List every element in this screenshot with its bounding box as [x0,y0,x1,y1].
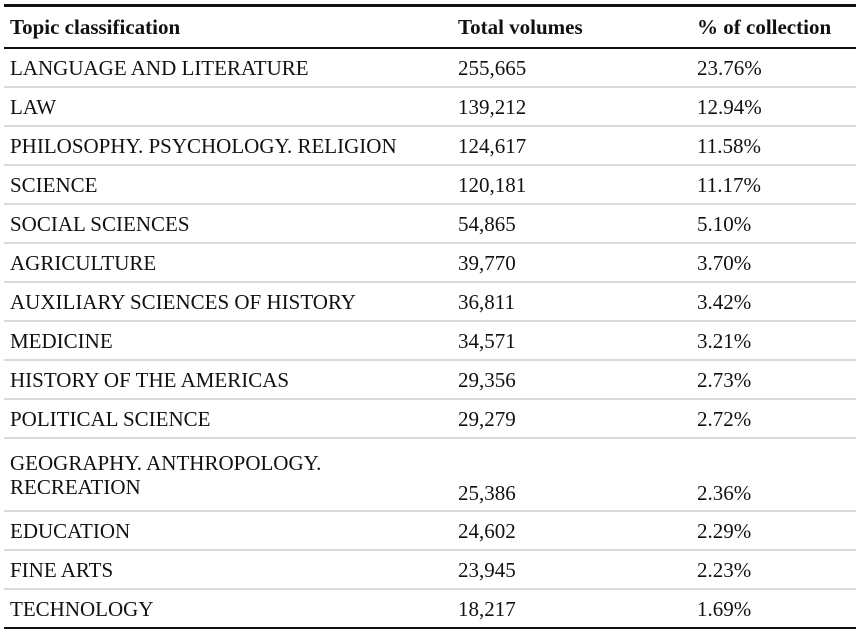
cell-volumes: 29,279 [458,406,516,431]
table-row: EDUCATION 24,602 2.29% [4,511,856,550]
header-percent-of-collection: % of collection [697,14,832,39]
cell-topic: AUXILIARY SCIENCES OF HISTORY [10,289,356,314]
header-row: Topic classification Total volumes % of … [4,5,856,48]
table-header: Topic classification Total volumes % of … [4,5,856,48]
cell-topic: LAW [10,94,57,119]
cell-topic: PHILOSOPHY. PSYCHOLOGY. RELIGION [10,133,397,158]
cell-percent: 2.29% [697,518,752,543]
cell-topic: TECHNOLOGY [10,596,154,621]
cell-percent: 2.72% [697,406,752,431]
cell-volumes: 25,386 [458,481,516,505]
table-row: GEOGRAPHY. ANTHROPOLOGY. RECREATION 25,3… [4,438,856,511]
cell-topic: MEDICINE [10,328,113,353]
table-row: SCIENCE 120,181 11.17% [4,165,856,204]
cell-percent: 3.42% [697,289,752,314]
header-topic: Topic classification [10,14,181,39]
table-row: HISTORY OF THE AMERICAS 29,356 2.73% [4,360,856,399]
cell-percent: 2.23% [697,557,752,582]
table-row: PHILOSOPHY. PSYCHOLOGY. RELIGION 124,617… [4,126,856,165]
cell-topic: AGRICULTURE [10,250,157,275]
cell-volumes: 54,865 [458,211,516,236]
cell-volumes: 29,356 [458,367,516,392]
collection-table: Topic classification Total volumes % of … [4,4,856,629]
cell-topic: POLITICAL SCIENCE [10,406,211,431]
table-row: FINE ARTS 23,945 2.23% [4,550,856,589]
cell-volumes: 39,770 [458,250,516,275]
table-row: AGRICULTURE 39,770 3.70% [4,243,856,282]
cell-percent: 12.94% [697,94,762,119]
cell-percent: 1.69% [697,596,752,621]
cell-percent: 2.36% [697,481,752,505]
cell-percent: 11.17% [697,172,761,197]
cell-percent: 23.76% [697,55,762,80]
cell-topic: EDUCATION [10,518,131,543]
cell-topic: SCIENCE [10,172,98,197]
cell-volumes: 23,945 [458,557,516,582]
cell-volumes: 34,571 [458,328,516,353]
table-row: SOCIAL SCIENCES 54,865 5.10% [4,204,856,243]
cell-percent: 11.58% [697,133,761,158]
table-row: LAW 139,212 12.94% [4,87,856,126]
table-row: MEDICINE 34,571 3.21% [4,321,856,360]
cell-topic: LANGUAGE AND LITERATURE [10,55,309,80]
table-body: LANGUAGE AND LITERATURE 255,665 23.76% L… [4,48,856,628]
cell-topic: SOCIAL SCIENCES [10,211,190,236]
table-row: POLITICAL SCIENCE 29,279 2.72% [4,399,856,438]
cell-percent: 2.73% [697,367,752,392]
cell-topic: FINE ARTS [10,557,114,582]
cell-volumes: 120,181 [458,172,527,197]
cell-percent: 3.21% [697,328,752,353]
cell-topic: GEOGRAPHY. ANTHROPOLOGY. RECREATION [10,450,322,499]
cell-topic: HISTORY OF THE AMERICAS [10,367,290,392]
cell-percent: 5.10% [697,211,752,236]
cell-volumes: 255,665 [458,55,527,80]
header-total-volumes: Total volumes [458,14,583,39]
cell-volumes: 18,217 [458,596,516,621]
table-row: LANGUAGE AND LITERATURE 255,665 23.76% [4,48,856,87]
cell-volumes: 139,212 [458,94,527,119]
cell-volumes: 36,811 [458,289,515,314]
cell-volumes: 124,617 [458,133,527,158]
cell-volumes: 24,602 [458,518,516,543]
cell-percent: 3.70% [697,250,752,275]
table-row: TECHNOLOGY 18,217 1.69% [4,589,856,628]
table-row: AUXILIARY SCIENCES OF HISTORY 36,811 3.4… [4,282,856,321]
collection-table-container: Topic classification Total volumes % of … [4,4,856,629]
